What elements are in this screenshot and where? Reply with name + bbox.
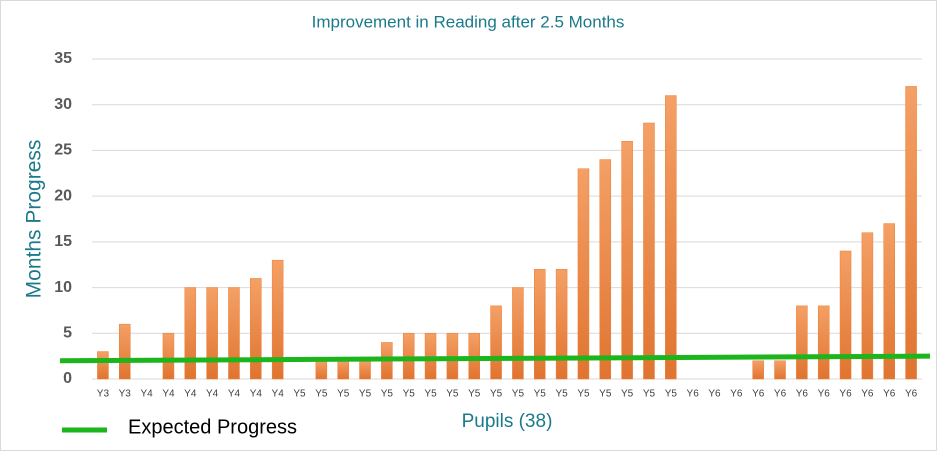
bar bbox=[206, 287, 218, 380]
x-tick-label: Y4 bbox=[272, 389, 285, 400]
chart-title: Improvement in Reading after 2.5 Months bbox=[312, 12, 625, 31]
bar bbox=[402, 333, 415, 380]
bar bbox=[817, 305, 830, 380]
y-axis-label: Months Progress bbox=[23, 140, 46, 299]
bar bbox=[883, 223, 895, 380]
bar bbox=[97, 351, 109, 380]
x-tick-label: Y5 bbox=[534, 389, 547, 400]
x-tick-label: Y4 bbox=[184, 389, 197, 400]
y-tick-label: 20 bbox=[54, 187, 72, 204]
expected-line bbox=[59, 353, 931, 364]
x-tick-label: Y5 bbox=[555, 389, 568, 400]
y-tick-label: 0 bbox=[63, 370, 72, 387]
x-tick-label: Y6 bbox=[730, 389, 743, 400]
x-tick-label: Y6 bbox=[774, 389, 787, 400]
x-tick-label: Y5 bbox=[359, 389, 372, 400]
bar bbox=[162, 333, 175, 380]
bar bbox=[359, 360, 371, 380]
bar bbox=[599, 159, 612, 380]
bar bbox=[512, 287, 524, 380]
x-tick-label: Y5 bbox=[577, 389, 590, 400]
x-tick-label: Y4 bbox=[140, 389, 153, 400]
x-tick-label: Y5 bbox=[512, 389, 525, 400]
x-tick-label: Y5 bbox=[315, 389, 328, 400]
x-tick-label: Y3 bbox=[119, 389, 132, 400]
x-tick-label: Y5 bbox=[621, 389, 634, 400]
bar bbox=[271, 259, 284, 380]
bar bbox=[534, 269, 546, 380]
x-tick-label: Y6 bbox=[687, 389, 700, 400]
x-tick-label: Y5 bbox=[381, 389, 394, 400]
x-tick-label: Y4 bbox=[250, 389, 263, 400]
x-axis-label: Pupils (38) bbox=[462, 411, 553, 432]
x-tick-label: Y5 bbox=[599, 389, 612, 400]
bar bbox=[905, 86, 917, 380]
y-tick-label: 35 bbox=[54, 50, 72, 67]
x-tick-label: Y6 bbox=[708, 389, 721, 400]
y-tick-label: 5 bbox=[63, 325, 72, 342]
legend-label: Expected Progress bbox=[128, 416, 297, 438]
x-tick-label: Y5 bbox=[424, 389, 437, 400]
x-tick-label: Y6 bbox=[796, 389, 809, 400]
bar bbox=[577, 168, 590, 380]
bar bbox=[250, 278, 262, 380]
x-tick-label: Y6 bbox=[905, 389, 918, 400]
bar bbox=[774, 360, 786, 380]
x-tick-label: Y5 bbox=[403, 389, 416, 400]
bar bbox=[839, 250, 852, 380]
x-tick-label: Y6 bbox=[861, 389, 874, 400]
bar bbox=[643, 122, 655, 380]
bar bbox=[184, 287, 197, 380]
bar bbox=[665, 95, 677, 380]
x-tick-label: Y5 bbox=[337, 389, 350, 400]
x-tick-label: Y5 bbox=[490, 389, 503, 400]
bar bbox=[424, 333, 437, 380]
x-tick-label: Y5 bbox=[468, 389, 481, 400]
x-tick-label: Y6 bbox=[752, 389, 765, 400]
x-tick-label: Y6 bbox=[818, 389, 831, 400]
bar bbox=[315, 360, 328, 380]
bar bbox=[796, 305, 808, 380]
y-tick-label: 15 bbox=[54, 233, 72, 250]
x-tick-label: Y5 bbox=[293, 389, 306, 400]
y-tick-label: 30 bbox=[54, 96, 72, 113]
bar bbox=[119, 323, 131, 380]
bar bbox=[752, 360, 764, 380]
x-tick-label: Y5 bbox=[643, 389, 656, 400]
x-tick-label: Y4 bbox=[228, 389, 241, 400]
x-tick-label: Y4 bbox=[206, 389, 219, 400]
bar bbox=[490, 305, 502, 380]
x-tick-label: Y4 bbox=[162, 389, 175, 400]
x-tick-label: Y5 bbox=[446, 389, 459, 400]
y-tick-label: 10 bbox=[54, 279, 72, 296]
y-tick-label: 25 bbox=[54, 142, 72, 159]
x-tick-label: Y6 bbox=[839, 389, 852, 400]
bar bbox=[861, 232, 874, 380]
bar bbox=[621, 141, 633, 380]
x-tick-label: Y3 bbox=[97, 389, 110, 400]
bar bbox=[337, 360, 349, 380]
bar bbox=[228, 287, 240, 380]
x-tick-label: Y6 bbox=[883, 389, 896, 400]
x-tick-label: Y5 bbox=[665, 389, 678, 400]
bar bbox=[555, 269, 568, 380]
